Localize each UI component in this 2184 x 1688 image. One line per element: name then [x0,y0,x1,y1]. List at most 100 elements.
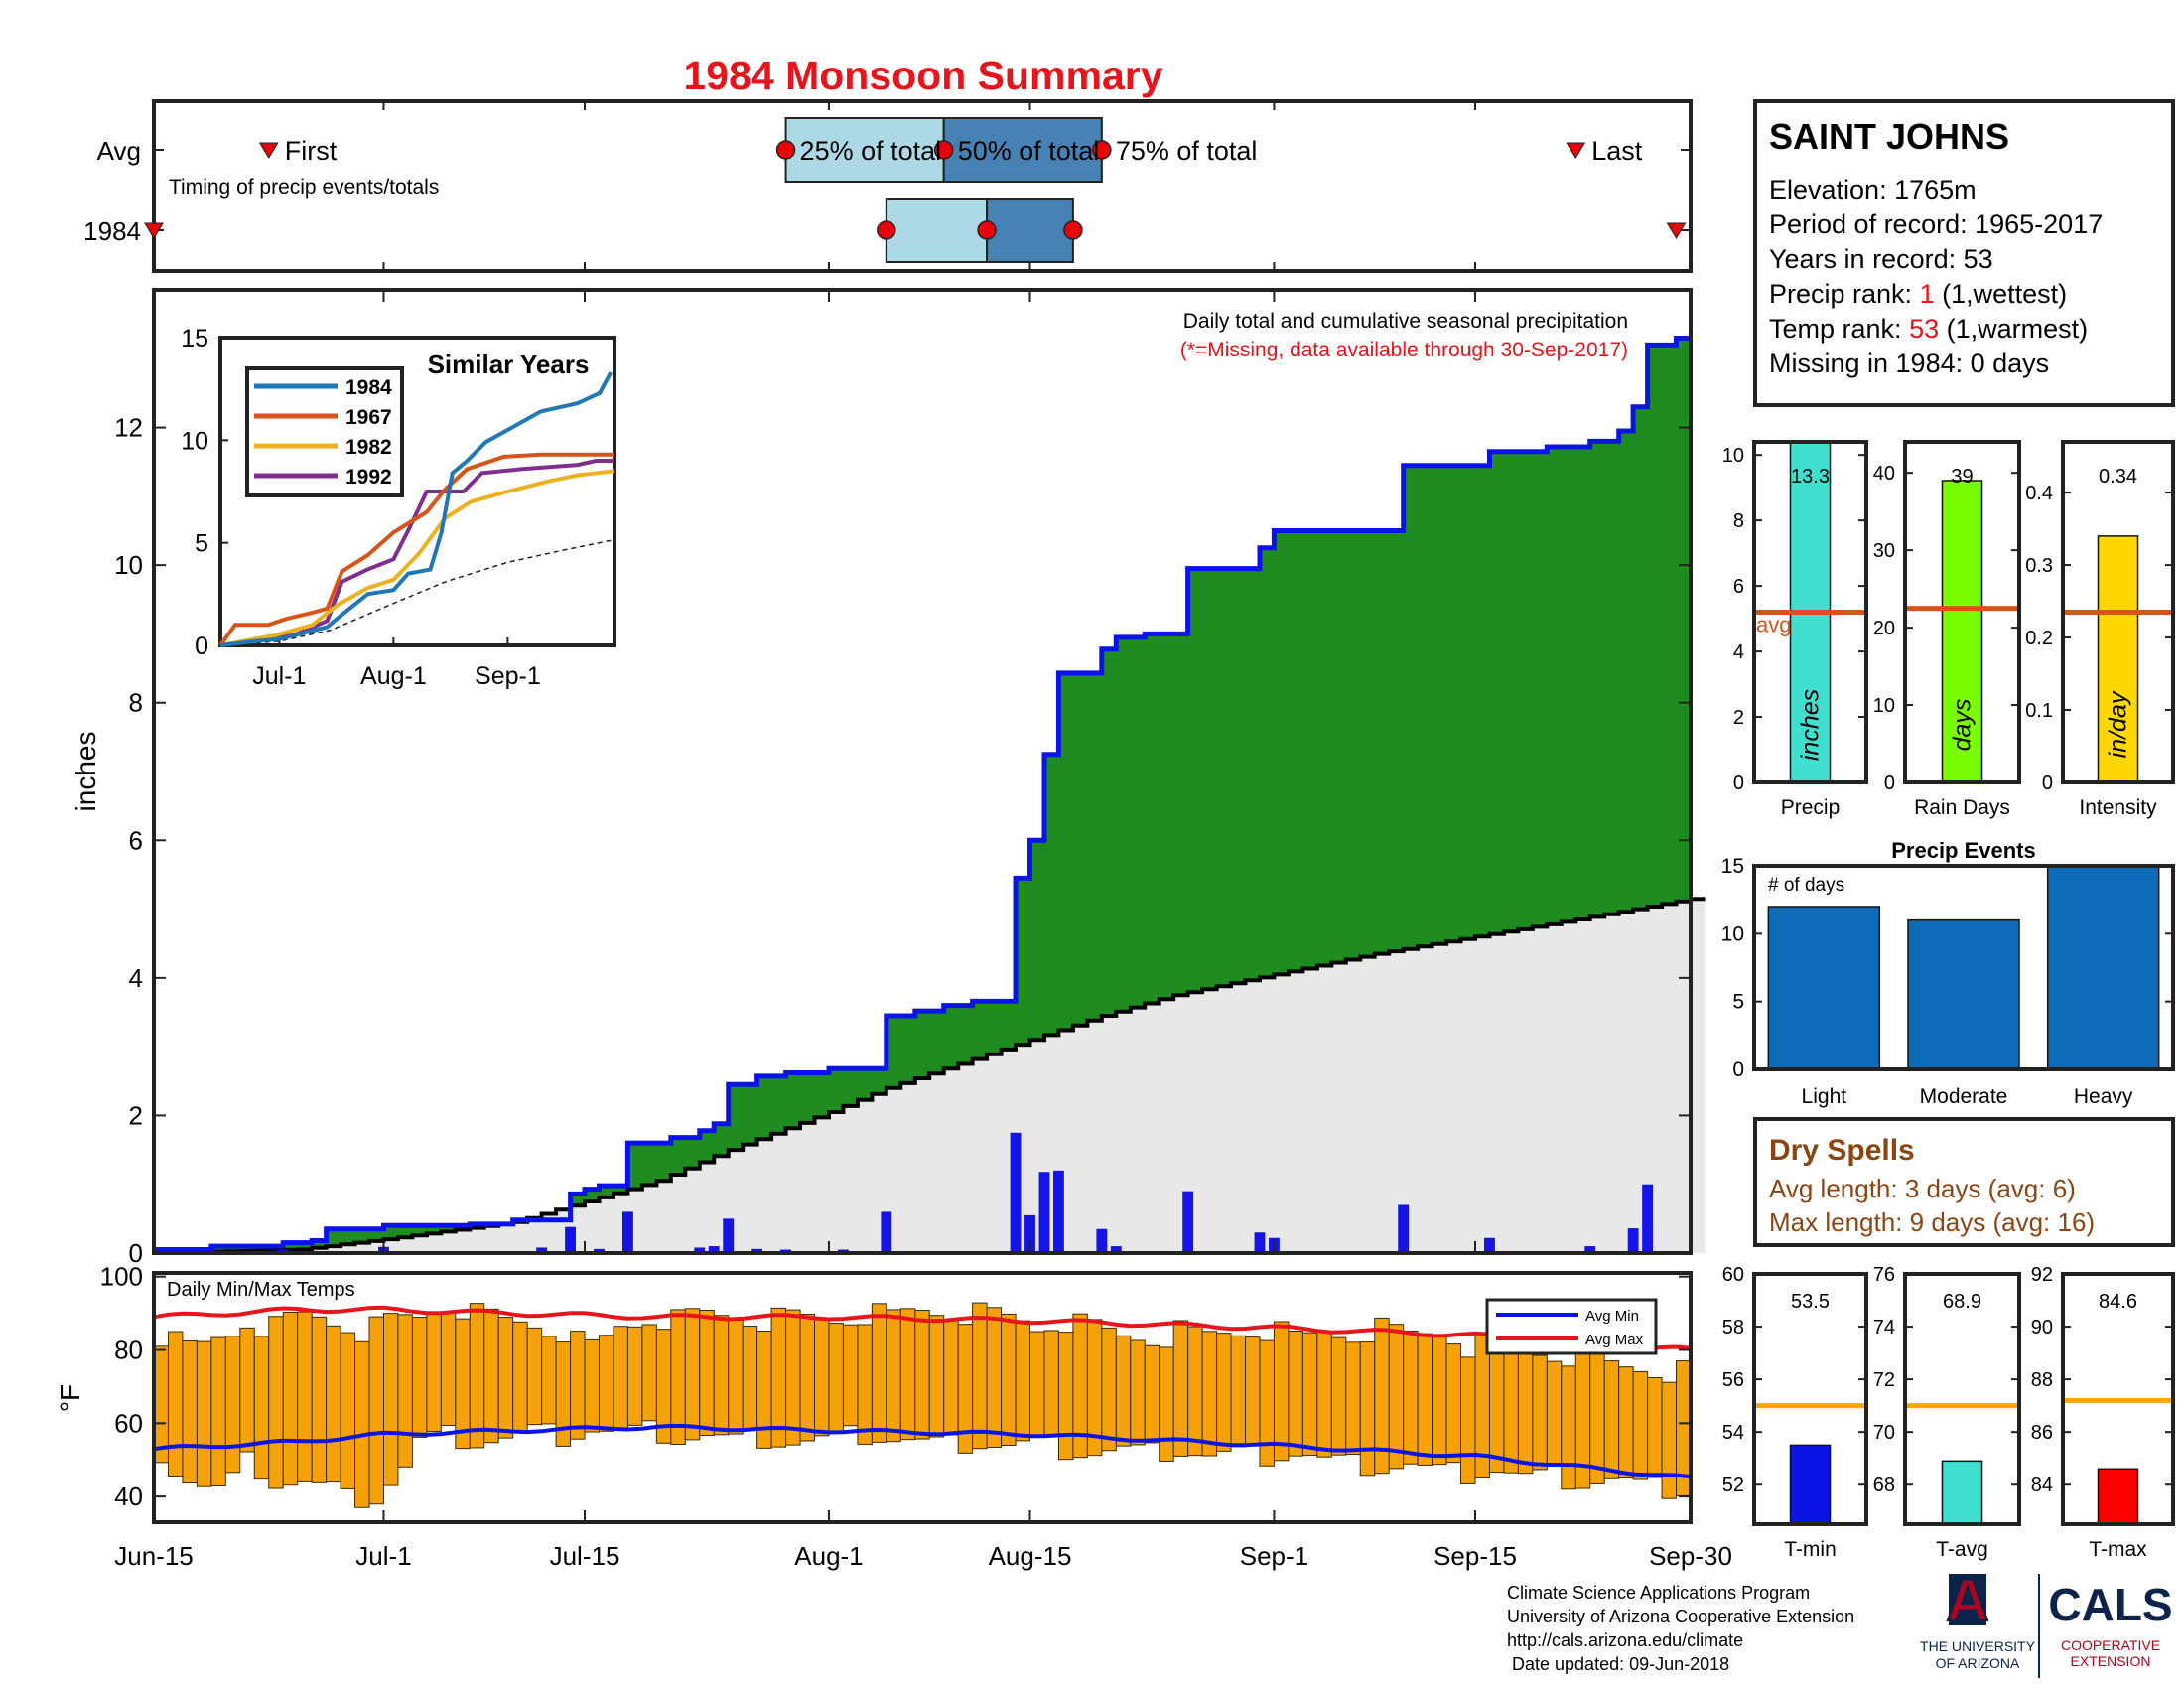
temps-frame [152,1271,1693,1524]
tavg_bar-value-bar [1941,1460,1983,1525]
daily-temp-bar [785,1309,801,1446]
footer-line-university: University of Arizona Cooperative Extens… [1507,1607,1854,1626]
tmin_bar-category-label: T-min [1784,1538,1837,1561]
daily-temp-bar [368,1316,384,1505]
daily-temp-bar [167,1331,184,1477]
daily-temp-bar [1130,1339,1146,1446]
daily-temp-bar [570,1331,586,1440]
daily-temp-bar [268,1316,284,1489]
daily-temp-bar [1532,1354,1548,1471]
daily-temp-bar [613,1326,628,1432]
daily-precip-bar [565,1226,576,1253]
daily-temp-bar [282,1311,299,1486]
intensity_bar-unit-label: in/day [2105,690,2132,758]
daily-temp-bar [1144,1344,1160,1444]
intensity_bar-value-bar [2097,535,2139,783]
events-bar-moderate [1907,918,2020,1070]
timing-first-last-marker [144,222,164,239]
daily-temp-bar [1460,1356,1476,1484]
daily-temp-bar [1632,1370,1649,1480]
footer-line-program: Climate Science Applications Program [1507,1583,1810,1603]
timing-quantile-dot [1063,220,1083,240]
daily-precip-bar [694,1247,706,1253]
tavg_bar-y-tick-label: 70 [1873,1422,1895,1444]
tmax_bar-value-label: 84.6 [2099,1291,2137,1313]
daily-temp-bar [340,1332,356,1489]
events-y-tick-label: 10 [1721,922,1744,945]
raindays_bar-value-label: 39 [1951,466,1973,488]
similar-series-1982 [219,469,615,647]
daily-temp-bar [483,1308,499,1444]
daily-precip-bar [1010,1132,1022,1253]
dry-spells-title: Dry Spells [1769,1134,1915,1167]
daily-temp-bar [728,1319,744,1435]
tavg_bar-y-tick-label: 68 [1873,1475,1895,1496]
daily-precip-bar [1627,1228,1639,1253]
university-of-arizona-logo: A THE UNIVERSITY OF ARIZONA CALS COOPERA… [1920,1566,2173,1678]
raindays_bar-unit-label: days [1949,699,1977,752]
similar-x-tick-label: Jul-1 [252,662,306,690]
similar-legend-label: 1984 [345,376,392,399]
intensity_bar-y-tick-label: 0.4 [2025,483,2053,504]
precip_bar-y-tick-label: 8 [1733,510,1744,532]
daily-temp-bar [426,1311,442,1432]
timing-box-50-75 [986,198,1074,263]
daily-temp-bar [1417,1333,1433,1466]
similar-legend-label: 1967 [345,406,392,429]
events-title: Precip Events [1891,838,2036,863]
daily-precip-bar [1110,1246,1122,1253]
x-axis-tick-label: Jul-15 [550,1541,620,1571]
daily-temp-bar [699,1309,715,1437]
station-info-line: Elevation: 1765m [1769,175,1977,205]
station-info-box: SAINT JOHNS Elevation: 1765m Period of re… [1753,99,2175,407]
daily-temp-bar [1288,1331,1303,1457]
events-category-label: Light [1802,1085,1847,1108]
daily-temp-bar [1001,1313,1017,1446]
daily-temp-bar [311,1316,328,1483]
tmin_bar-y-tick-label: 60 [1722,1264,1744,1286]
station-info-label: Precip rank: [1769,279,1920,309]
x-axis-tick-label: Jul-1 [355,1541,411,1571]
cals-logo-text: CALS [2048,1579,2172,1630]
tmax_bar-y-tick-label: 88 [2031,1369,2053,1391]
daily-temp-bar [1216,1333,1232,1452]
x-axis-tick-label: Aug-1 [794,1541,863,1571]
precip-y-tick-label: 8 [129,688,143,718]
daily-temp-bar [626,1326,643,1426]
precip_bar-value-label: 13.3 [1791,466,1830,488]
daily-temp-bar [1101,1327,1117,1452]
daily-precip-bar [1096,1228,1108,1253]
events-category-label: Heavy [2074,1085,2133,1108]
daily-temp-bar [1015,1320,1031,1442]
tmin_bar-y-tick-label: 58 [1722,1317,1744,1338]
station-info-line: Temp rank: 53 (1,warmest) [1769,314,2088,344]
tavg_bar-y-tick-label: 74 [1873,1317,1895,1338]
daily-precip-bar [1398,1204,1410,1253]
avg-min-temp-line [153,1423,1692,1479]
daily-temp-bar [354,1340,370,1508]
events-frame [1752,864,2175,1071]
daily-temp-bar [986,1307,1003,1449]
similar-series-1992 [219,459,614,647]
daily-precip-bar [1182,1191,1194,1253]
events-note: # of days [1768,875,1844,896]
tavg_bar-frame [1903,1272,2021,1526]
temps-legend-label: Avg Min [1585,1308,1639,1325]
page-title: 1984 Monsoon Summary [683,53,1162,98]
daily-temp-bar [224,1336,241,1474]
daily-temp-bar [828,1323,844,1433]
timing-panel: Avg 1984 Timing of precip events/totals Fir… [83,99,1693,273]
precip-y-tick-label: 10 [114,550,143,580]
temps-y-tick-label: 40 [114,1481,143,1511]
daily-temp-bar [512,1321,528,1433]
precip-frame [152,288,1693,1255]
events-bar-heavy [2046,865,2160,1070]
daily-temp-bar [382,1313,399,1486]
tmax_bar-y-tick-label: 86 [2031,1422,2053,1444]
daily-temp-bar [1159,1346,1174,1463]
precip-missing-note: (*=Missing, data available through 30-Se… [1180,339,1628,361]
daily-temp-bar [1503,1342,1519,1474]
tmin_bar-value-label: 53.5 [1791,1291,1830,1313]
daily-temp-bar [742,1326,758,1431]
timing-row-label: 1984 [83,216,141,246]
